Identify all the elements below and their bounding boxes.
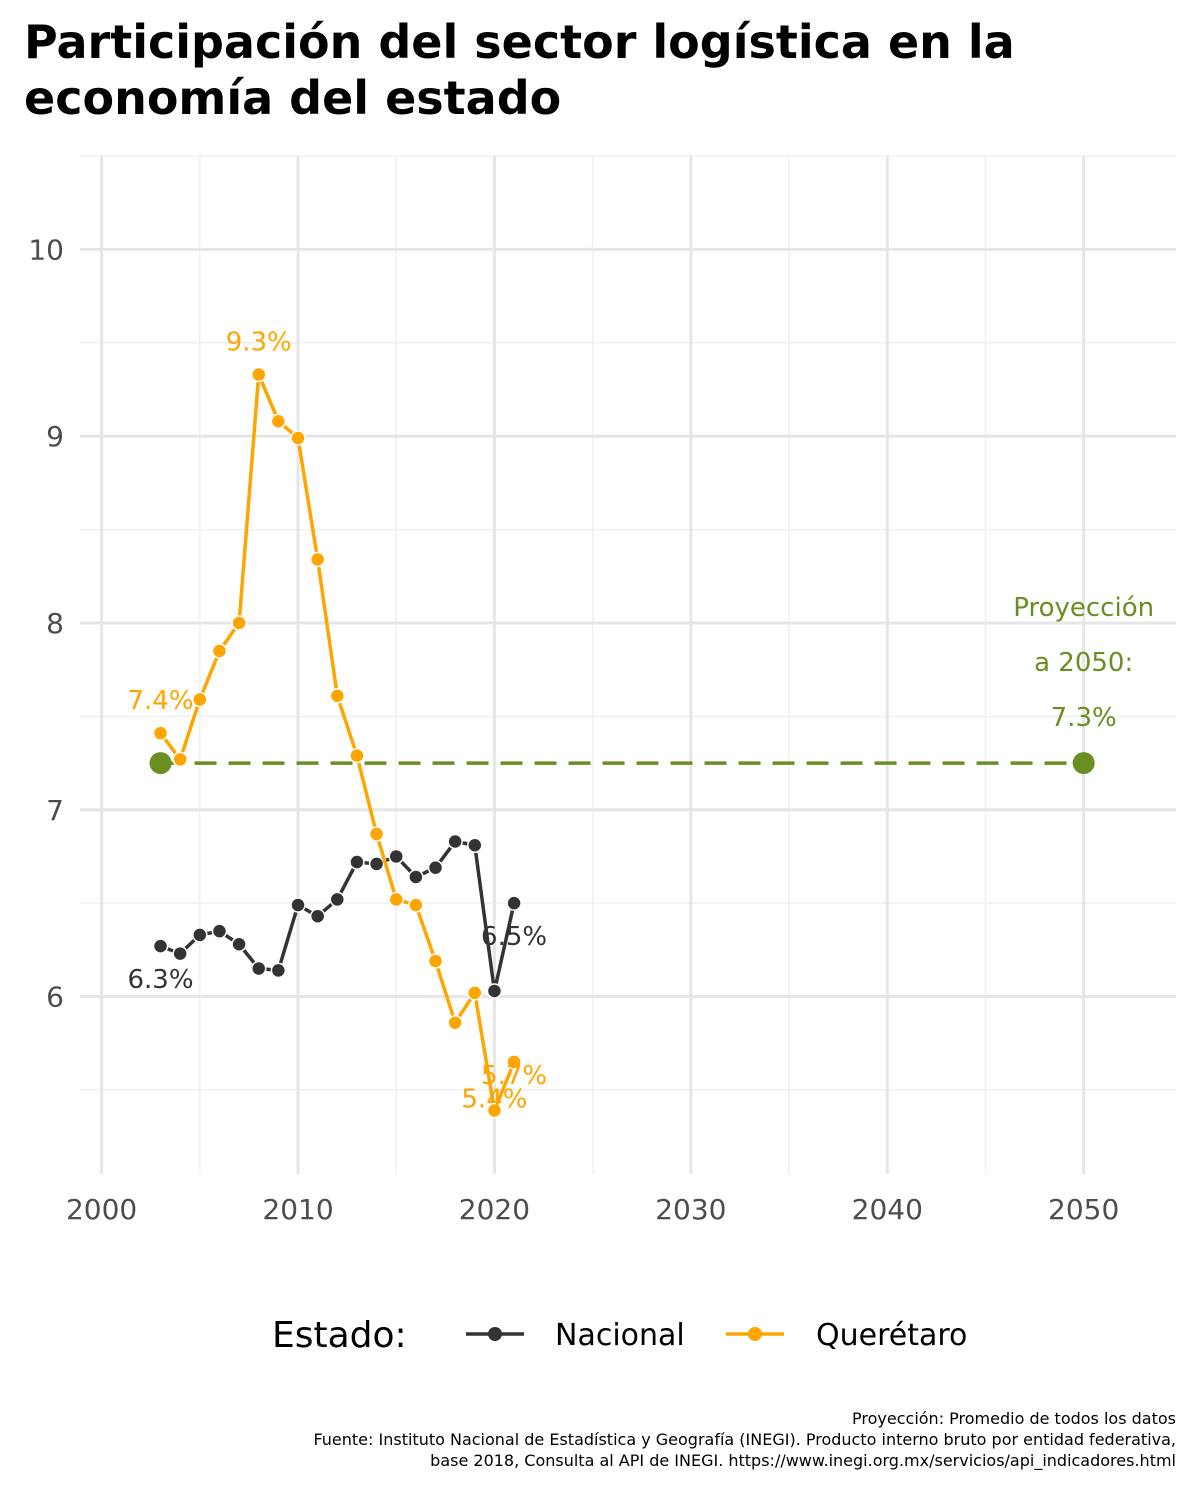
data-point [486, 983, 503, 999]
chart-title: Participación del sector logística en la… [24, 15, 1015, 125]
data-point [427, 859, 444, 876]
data-point [368, 826, 385, 842]
y-tick-label: 6 [46, 981, 64, 1014]
data-labels: 6.3% 6.5% 7.4% 9.3% 5.4%5.7% [127, 328, 547, 1115]
y-tick-label: 9 [46, 420, 64, 453]
projection-label: a 2050: [1034, 648, 1133, 678]
data-point [408, 897, 424, 913]
data-point [290, 897, 306, 913]
x-tick-label: 2030 [655, 1193, 726, 1226]
data-point [211, 643, 228, 659]
caption-line: base 2018, Consulta al API de INEGI. htt… [430, 1451, 1176, 1470]
data-point [309, 551, 326, 568]
projection-layer: Proyección a 2050: 7.3% [149, 593, 1154, 775]
y-tick-label: 8 [46, 607, 64, 640]
data-point [290, 430, 306, 446]
legend-key-point [488, 1327, 502, 1341]
legend-entry-label: Querétaro [816, 1318, 967, 1353]
projection-end-point [1072, 752, 1095, 775]
data-point [467, 837, 483, 854]
series-line [159, 839, 516, 993]
data-point [270, 413, 287, 429]
data-point [172, 945, 188, 962]
data-point [270, 962, 287, 979]
y-axis-tick-labels: 6 7 8 9 10 [28, 233, 64, 1013]
data-point [506, 895, 522, 911]
data-label: 5.7% [481, 1061, 547, 1091]
caption-line: Proyección: Promedio de todos los datos [852, 1409, 1176, 1428]
data-point [368, 856, 385, 872]
data-point [211, 923, 228, 939]
data-point [486, 1102, 503, 1119]
data-point [250, 366, 267, 383]
data-point [427, 953, 444, 969]
data-point [447, 1014, 463, 1031]
grid-major [80, 156, 1176, 1174]
data-point [250, 960, 267, 977]
x-tick-label: 2000 [66, 1193, 137, 1226]
data-point [231, 936, 247, 952]
series-layer [152, 366, 522, 1119]
data-point [192, 691, 208, 708]
data-point [231, 615, 247, 631]
projection-label: 7.3% [1051, 703, 1117, 733]
data-point [152, 725, 169, 741]
data-point [467, 985, 483, 1001]
caption-line: Fuente: Instituto Nacional de Estadístic… [313, 1430, 1176, 1449]
data-point [349, 854, 365, 870]
legend-key-point [748, 1327, 762, 1341]
x-tick-label: 2050 [1048, 1193, 1119, 1226]
data-label: 6.5% [481, 922, 547, 952]
x-tick-label: 2010 [262, 1193, 333, 1226]
y-tick-label: 10 [28, 233, 64, 266]
legend: Estado: Nacional Querétaro [272, 1315, 967, 1356]
x-tick-label: 2020 [459, 1193, 530, 1226]
data-point [192, 927, 208, 943]
data-point [388, 848, 404, 865]
grid-minor [80, 155, 1176, 1174]
data-point [388, 891, 404, 908]
data-point [447, 833, 463, 850]
y-tick-label: 7 [46, 794, 64, 827]
projection-label: Proyección [1013, 593, 1154, 623]
data-point [349, 747, 365, 764]
caption: Proyección: Promedio de todos los datos … [26, 1408, 1176, 1471]
series-line [159, 372, 516, 1113]
legend-entry-label: Nacional [555, 1318, 685, 1353]
x-axis-tick-labels: 2000 2010 2020 2030 2040 2050 [66, 1193, 1119, 1226]
data-label: 5.4% [461, 1084, 527, 1114]
data-label: 9.3% [226, 328, 292, 358]
data-point [152, 938, 169, 954]
data-label: 7.4% [127, 686, 193, 716]
x-tick-label: 2040 [852, 1193, 923, 1226]
data-point [506, 1054, 522, 1070]
projection-start-point [149, 752, 172, 775]
data-label: 6.3% [127, 965, 193, 995]
data-point [329, 688, 346, 704]
data-point [309, 908, 326, 924]
legend-title: Estado: [272, 1315, 407, 1356]
data-point [408, 869, 424, 885]
data-point [329, 891, 346, 908]
data-point [172, 751, 188, 768]
